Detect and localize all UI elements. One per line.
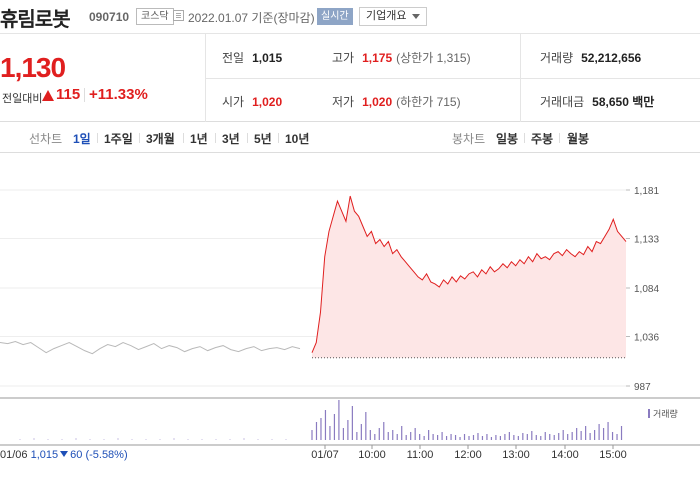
tab-monthly-candle[interactable]: 월봉 xyxy=(567,132,590,146)
tab-5year[interactable]: 5년 xyxy=(254,132,272,146)
y-tick-label: 987 xyxy=(634,382,651,393)
prev-day-rate: (-5.58%) xyxy=(85,449,128,461)
price-rate: +11.33% xyxy=(89,86,148,103)
tab-3month[interactable]: 3개월 xyxy=(146,132,175,146)
prev-close-label: 전일 xyxy=(222,51,245,65)
volume-legend: 거래량 xyxy=(648,407,678,420)
y-tick-label: 1,084 xyxy=(634,284,659,295)
date-text: 2022.01.07 기준(장마감) xyxy=(188,11,315,25)
y-tick-label: 1,036 xyxy=(634,332,659,343)
realtime-button[interactable]: 실시간 xyxy=(317,8,353,25)
tab-weekly-candle[interactable]: 주봉 xyxy=(531,132,554,146)
volume-label: 거래량 xyxy=(540,51,574,65)
line-chart-label: 선차트 xyxy=(29,132,63,146)
upper-limit: (상한가 1,315) xyxy=(396,51,471,65)
down-triangle-icon xyxy=(60,451,69,457)
tab-daily-candle[interactable]: 일봉 xyxy=(496,132,519,146)
y-tick-label: 1,181 xyxy=(634,186,659,197)
volume-cell: 거래량 52,212,656 xyxy=(540,49,641,66)
x-tick-label: 01/07 xyxy=(311,449,339,461)
open-label: 시가 xyxy=(222,95,245,109)
divider xyxy=(139,133,140,143)
high-cell: 고가 1,175 (상한가 1,315) xyxy=(332,49,471,66)
stock-code: 090710 xyxy=(89,10,130,24)
prev-day-date: 01/06 xyxy=(0,449,28,461)
x-tick-label: 15:00 xyxy=(599,449,627,461)
period-tabs: 선차트 1일 1주일 3개월 1년 3년 5년 10년 봉차트 일봉 주봉 월봉 xyxy=(0,122,700,153)
prev-diff-label: 전일대비 xyxy=(2,93,43,105)
divider xyxy=(247,133,248,143)
chevron-down-icon xyxy=(412,14,421,19)
amount-cell: 거래대금 58,650 백만 xyxy=(540,93,654,110)
lower-limit: (하한가 715) xyxy=(396,95,461,109)
divider xyxy=(183,133,184,143)
divider xyxy=(278,133,279,143)
x-tick-label: 14:00 xyxy=(551,449,579,461)
prev-day-change: 60 xyxy=(70,449,83,461)
high-value: 1,175 xyxy=(362,51,393,65)
y-tick-label: 1,133 xyxy=(634,234,659,245)
stock-name: 휴림로봇 xyxy=(0,9,71,31)
low-cell: 저가 1,020 (하한가 715) xyxy=(332,93,461,110)
calendar-icon xyxy=(173,10,184,21)
prev-close-cell: 전일 1,015 xyxy=(222,49,282,66)
candle-chart-label: 봉차트 xyxy=(452,132,486,146)
price-area-fill xyxy=(312,196,626,358)
low-label: 저가 xyxy=(332,95,355,109)
stock-header: 휴림로봇 090710 코스닥 2022.01.07 기준(장마감) 실시간 기… xyxy=(0,0,700,34)
x-tick-label: 10:00 xyxy=(358,449,386,461)
divider xyxy=(84,88,85,102)
up-triangle-icon xyxy=(42,90,54,101)
price-diff: 115 xyxy=(56,86,81,103)
volume-value: 52,212,656 xyxy=(581,51,642,65)
company-overview-label: 기업개요 xyxy=(366,10,407,22)
tab-1day[interactable]: 1일 xyxy=(73,132,91,146)
current-price: 1,130 xyxy=(0,52,66,83)
price-line xyxy=(311,195,627,353)
tab-10year[interactable]: 10년 xyxy=(285,132,310,146)
divider xyxy=(97,133,98,143)
prev-day-price: 1,015 xyxy=(30,449,59,461)
price-chart-svg[interactable]: 1,181 1,133 1,084 1,036 987 01/07 10:00 11:00 12… xyxy=(0,153,700,487)
price-summary: 1,130 전일대비 115 +11.33% 전일 1,015 시가 1,020 고… xyxy=(0,34,700,122)
price-chart[interactable]: 1,181 1,133 1,084 1,036 987 01/07 10:00 11:00 12… xyxy=(0,153,700,487)
x-tick-label: 13:00 xyxy=(502,449,530,461)
divider xyxy=(205,78,700,79)
divider xyxy=(215,133,216,143)
tab-1week[interactable]: 1주일 xyxy=(104,132,133,146)
x-tick-label: 12:00 xyxy=(454,449,482,461)
tab-1year[interactable]: 1년 xyxy=(190,132,208,146)
x-tick-label: 11:00 xyxy=(407,449,434,461)
high-label: 고가 xyxy=(332,51,355,65)
divider xyxy=(559,133,560,143)
tab-3year[interactable]: 3년 xyxy=(222,132,240,146)
prev-day-price-line xyxy=(0,341,301,355)
amount-value: 58,650 백만 xyxy=(592,95,655,109)
amount-label: 거래대금 xyxy=(540,95,585,109)
open-value: 1,020 xyxy=(252,95,283,109)
open-cell: 시가 1,020 xyxy=(222,93,282,110)
low-value: 1,020 xyxy=(362,95,393,109)
market-badge: 코스닥 xyxy=(136,8,174,25)
company-overview-dropdown[interactable]: 기업개요 xyxy=(359,7,428,26)
prev-close-value: 1,015 xyxy=(252,51,283,65)
prev-day-info: 01/06 1,015 60 (-5.58%) xyxy=(0,449,128,461)
divider xyxy=(524,133,525,143)
